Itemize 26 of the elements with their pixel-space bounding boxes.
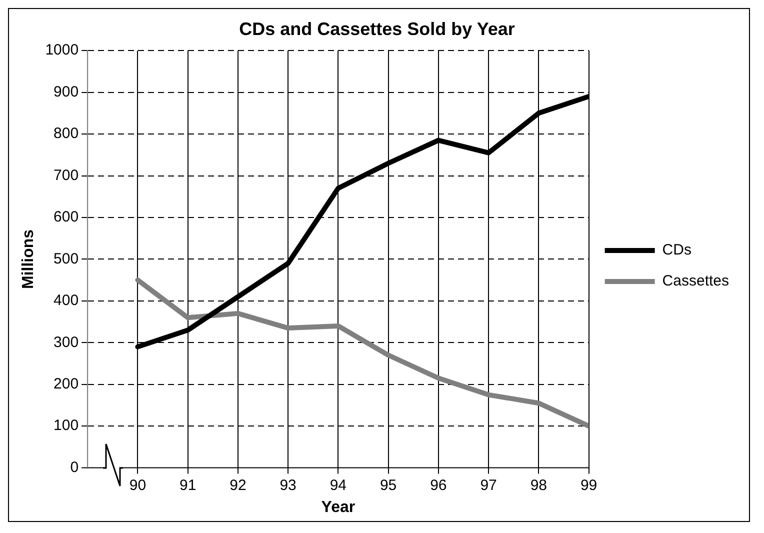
y-tick-label: 900 (54, 83, 79, 100)
y-tick-label: 600 (54, 208, 79, 226)
legend-label: Cassettes (662, 272, 730, 290)
x-axis-title: Year (321, 498, 356, 516)
legend-label: CDs (662, 242, 692, 259)
x-tick-label: 98 (530, 476, 548, 494)
y-tick-label: 700 (54, 166, 79, 184)
y-tick-label: 0 (70, 458, 79, 476)
y-tick-label: 200 (54, 376, 79, 392)
y-tick-label: 1000 (45, 42, 79, 59)
y-tick-label: 800 (54, 125, 79, 142)
x-tick-label: 91 (179, 476, 196, 494)
x-tick-label: 90 (129, 476, 146, 494)
x-tick-label: 92 (230, 476, 246, 494)
x-tick-label: 94 (330, 476, 347, 494)
chart-title: CDs and Cassettes Sold by Year (239, 18, 515, 39)
x-tick-label: 95 (380, 476, 397, 494)
x-tick-label: 99 (580, 476, 598, 494)
y-tick-label: 400 (54, 292, 79, 310)
y-tick-label: 300 (54, 334, 79, 351)
y-tick-label: 100 (54, 417, 79, 434)
y-tick-label: 500 (54, 250, 79, 268)
x-tick-label: 96 (430, 476, 447, 494)
x-tick-label: 93 (280, 476, 296, 494)
x-tick-label: 97 (480, 476, 497, 494)
y-axis-title: Millions (20, 229, 38, 289)
